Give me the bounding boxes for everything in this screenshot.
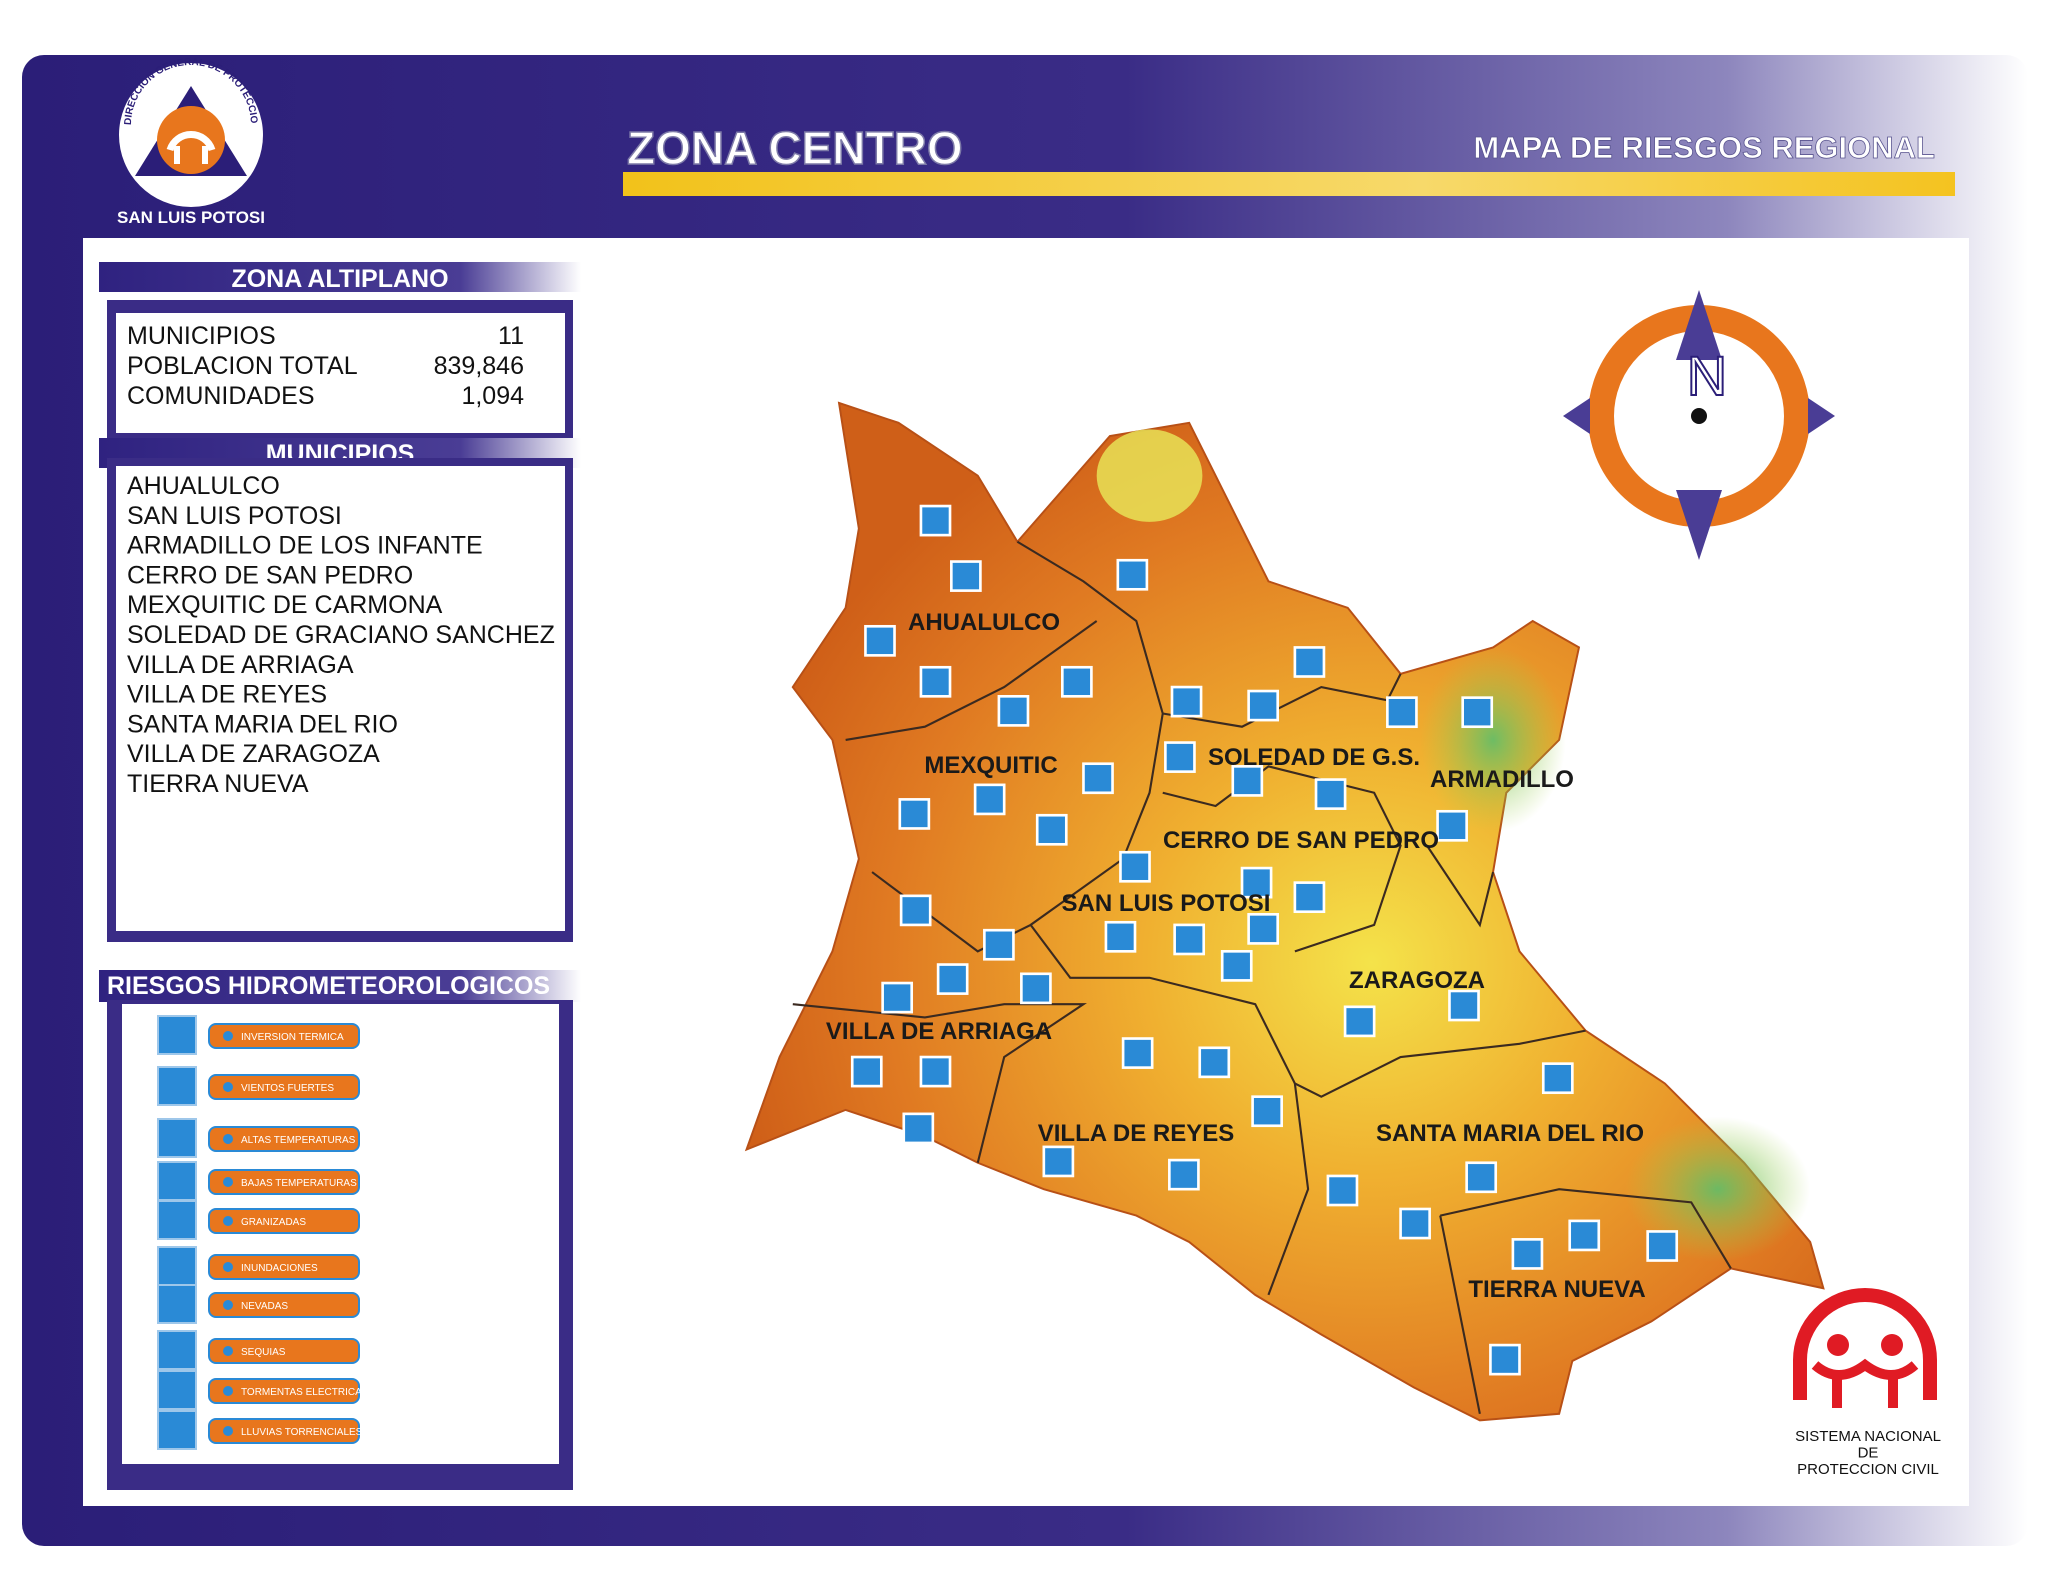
legend-icon bbox=[157, 1284, 197, 1324]
legend-pill bbox=[208, 1074, 360, 1100]
summary-title: ZONA ALTIPLANO bbox=[231, 265, 448, 293]
region-label: MEXQUITIC bbox=[924, 752, 1057, 779]
legend-pill bbox=[208, 1208, 360, 1234]
legend-pill bbox=[208, 1292, 360, 1318]
legend-label: BAJAS TEMPERATURAS bbox=[241, 1178, 357, 1189]
municipality: ARMADILLO DE LOS INFANTE bbox=[127, 532, 483, 560]
title-bar bbox=[623, 172, 1955, 196]
legend-dot bbox=[223, 1426, 233, 1436]
municipality: SANTA MARIA DEL RIO bbox=[127, 710, 398, 738]
compass-north: N bbox=[1687, 344, 1727, 407]
legend-icon bbox=[157, 1118, 197, 1158]
legend-label: INVERSION TERMICA bbox=[241, 1032, 344, 1043]
summary-box bbox=[116, 313, 565, 433]
legend-pill bbox=[208, 1418, 360, 1444]
region-label: ARMADILLO bbox=[1430, 766, 1574, 793]
region-label: CERRO DE SAN PEDRO bbox=[1163, 827, 1439, 854]
municipality: VILLA DE ARRIAGA bbox=[127, 651, 354, 679]
legend-icon bbox=[157, 1370, 197, 1410]
legend-pill bbox=[208, 1023, 360, 1049]
region-label: ZARAGOZA bbox=[1349, 967, 1485, 994]
legend-icon bbox=[157, 1161, 197, 1201]
legend-label: GRANIZADAS bbox=[241, 1217, 306, 1228]
region-label: AHUALULCO bbox=[908, 609, 1060, 636]
region-map bbox=[744, 401, 1825, 1422]
municipality: SAN LUIS POTOSI bbox=[127, 502, 342, 530]
summary-value: 1,094 bbox=[461, 382, 524, 410]
section-header bbox=[99, 262, 581, 292]
page-title: ZONA CENTRO bbox=[627, 122, 963, 174]
legend-dot bbox=[223, 1177, 233, 1187]
summary-label: POBLACION TOTAL bbox=[127, 352, 358, 380]
municipality: AHUALULCO bbox=[127, 472, 280, 500]
legend-icon bbox=[157, 1246, 197, 1286]
legend-dot bbox=[223, 1300, 233, 1310]
snpc-line: SISTEMA NACIONAL bbox=[1795, 1428, 1941, 1445]
legend-dot bbox=[223, 1386, 233, 1396]
region-label: TIERRA NUEVA bbox=[1468, 1276, 1645, 1303]
legend-label: NEVADAS bbox=[241, 1301, 288, 1312]
summary-value: 11 bbox=[498, 322, 524, 350]
legend-label: INUNDACIONES bbox=[241, 1263, 318, 1274]
legend-label: SEQUIAS bbox=[241, 1347, 286, 1358]
legend-dot bbox=[223, 1346, 233, 1356]
municipality: CERRO DE SAN PEDRO bbox=[127, 561, 413, 589]
state-name: SAN LUIS POTOSI bbox=[117, 208, 265, 227]
page-subtitle: MAPA DE RIESGOS REGIONAL bbox=[1473, 130, 1935, 165]
legend-pill bbox=[208, 1126, 360, 1152]
legend-label: LLUVIAS TORRENCIALES bbox=[241, 1427, 363, 1438]
legend-dot bbox=[223, 1031, 233, 1041]
municipality: SOLEDAD DE GRACIANO SANCHEZ bbox=[127, 621, 555, 649]
municipality: TIERRA NUEVA bbox=[127, 770, 309, 798]
legend-icon bbox=[157, 1200, 197, 1240]
summary-rows: MUNICIPIOS 11 POBLACION TOTAL 839,846 COMUNI… bbox=[127, 322, 524, 410]
summary-label: MUNICIPIOS bbox=[127, 322, 276, 350]
region-label: SOLEDAD DE G.S. bbox=[1208, 744, 1420, 771]
legend-dot bbox=[223, 1216, 233, 1226]
municipalities-box bbox=[116, 466, 565, 931]
legend-pill bbox=[208, 1169, 360, 1195]
legend-pill bbox=[208, 1254, 360, 1280]
summary-value: 839,846 bbox=[434, 352, 524, 380]
snpc-logo bbox=[1793, 1288, 1937, 1408]
region-label: SAN LUIS POTOSI bbox=[1062, 890, 1271, 917]
legend-label: VIENTOS FUERTES bbox=[241, 1083, 334, 1094]
legend-title: RIESGOS HIDROMETEOROLOGICOS bbox=[107, 972, 550, 1000]
municipality: VILLA DE ZARAGOZA bbox=[127, 740, 380, 768]
summary-label: COMUNIDADES bbox=[127, 382, 315, 410]
legend-icon bbox=[157, 1066, 197, 1106]
snpc-line: DE bbox=[1858, 1445, 1879, 1462]
legend-icon bbox=[157, 1015, 197, 1055]
legend-dot bbox=[223, 1134, 233, 1144]
legend-dot bbox=[223, 1262, 233, 1272]
municipality: VILLA DE REYES bbox=[127, 681, 327, 709]
legend-pill bbox=[208, 1338, 360, 1364]
legend-label: ALTAS TEMPERATURAS bbox=[241, 1135, 356, 1146]
snpc-line: PROTECCION CIVIL bbox=[1797, 1461, 1939, 1478]
compass: N bbox=[1563, 290, 1835, 560]
region-label: VILLA DE REYES bbox=[1038, 1120, 1234, 1147]
legend-pill bbox=[208, 1378, 360, 1404]
region-label: VILLA DE ARRIAGA bbox=[826, 1018, 1052, 1045]
legend-dot bbox=[223, 1082, 233, 1092]
municipality: MEXQUITIC DE CARMONA bbox=[127, 591, 443, 619]
region-label: SANTA MARIA DEL RIO bbox=[1376, 1120, 1644, 1147]
legend-icon bbox=[157, 1410, 197, 1450]
section-header bbox=[99, 970, 581, 1002]
map-labels: AHUALULCO MEXQUITIC SOLEDAD DE G.S. ARMADIL… bbox=[826, 609, 1646, 1303]
legend-icon bbox=[157, 1330, 197, 1370]
legend-label: TORMENTAS ELECTRICAS bbox=[241, 1387, 369, 1398]
legend-list: INVERSION TERMICA VIENTOS FUERTES ALTAS TE… bbox=[157, 1015, 369, 1450]
